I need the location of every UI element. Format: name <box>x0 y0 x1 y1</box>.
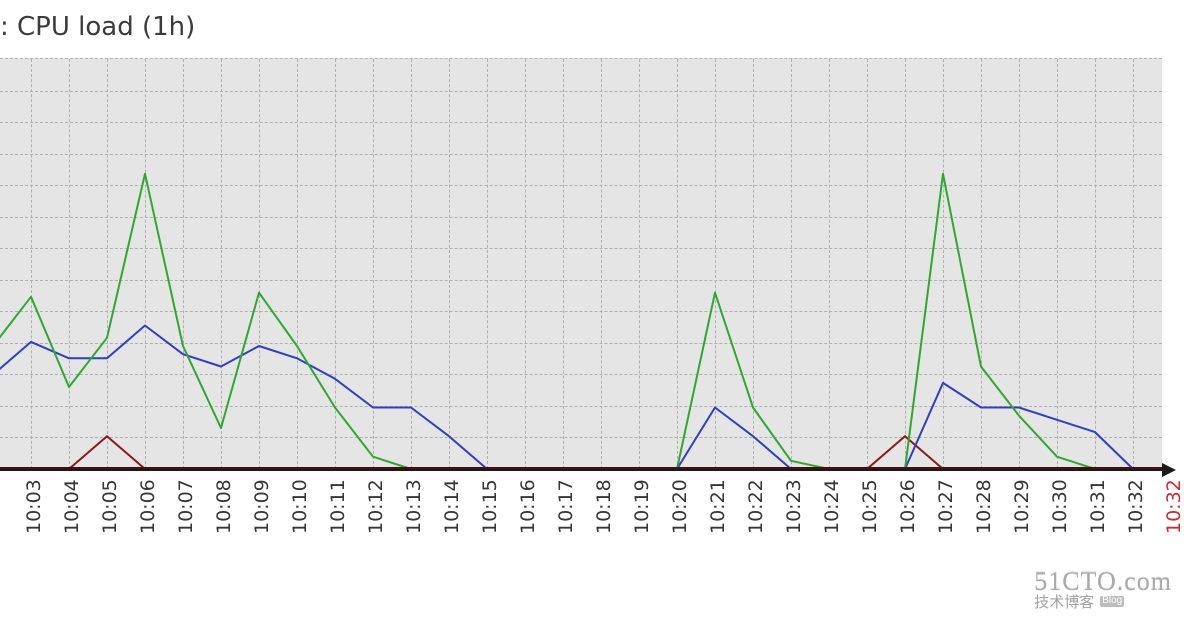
watermark-line2: 技术博客 <box>1034 594 1094 611</box>
watermark-badge: Blog <box>1100 596 1124 607</box>
x-tick-label: 10:20 <box>669 479 691 534</box>
x-tick-label: 10:17 <box>555 479 577 534</box>
x-tick-label: 10:09 <box>251 479 273 534</box>
x-tick-label: 10:31 <box>1087 479 1109 534</box>
watermark: 51CTO.com 技术博客 Blog <box>1034 568 1172 612</box>
x-tick-label: 10:13 <box>403 479 425 534</box>
x-tick-label: 10:03 <box>23 479 45 534</box>
x-tick-label: 10:07 <box>175 479 197 534</box>
x-tick-label: 10:23 <box>783 479 805 534</box>
x-tick-label: 10:18 <box>593 479 615 534</box>
x-tick-label: 10:14 <box>441 479 463 534</box>
x-tick-label: 10:27 <box>935 479 957 534</box>
x-tick-label: 10:10 <box>289 479 311 534</box>
x-tick-label: 10:22 <box>745 479 767 534</box>
x-axis-arrow-icon <box>1162 463 1176 477</box>
x-tick-label: 10:05 <box>99 479 121 534</box>
x-tick-label: 10:19 <box>631 479 653 534</box>
x-tick-label: 10:32 <box>1125 479 1147 534</box>
series-load1_red <box>0 436 1133 469</box>
current-time-label: 10:32 <box>1163 479 1184 534</box>
series-load15_green <box>0 174 1133 469</box>
x-tick-label: 10:16 <box>517 479 539 534</box>
x-tick-label: 10:30 <box>1049 479 1071 534</box>
series-load5_blue <box>0 326 1133 470</box>
x-tick-label: 10:28 <box>973 479 995 534</box>
x-tick-label: 10:24 <box>821 479 843 534</box>
x-tick-label: 10:11 <box>327 479 349 534</box>
x-tick-label: 10:26 <box>897 479 919 534</box>
x-tick-label: 10:29 <box>1011 479 1033 534</box>
chart-lines <box>0 59 1162 469</box>
x-tick-label: 10:12 <box>365 479 387 534</box>
x-tick-label: 10:06 <box>137 479 159 534</box>
chart-plot-area <box>0 58 1162 471</box>
x-tick-label: 10:21 <box>707 479 729 534</box>
x-tick-label: 10:25 <box>859 479 881 534</box>
watermark-line1: 51CTO.com <box>1034 568 1172 595</box>
x-tick-label: 10:08 <box>213 479 235 534</box>
x-tick-label: 10:04 <box>61 479 83 534</box>
x-tick-label: 10:15 <box>479 479 501 534</box>
chart-title: : CPU load (1h) <box>0 12 195 42</box>
